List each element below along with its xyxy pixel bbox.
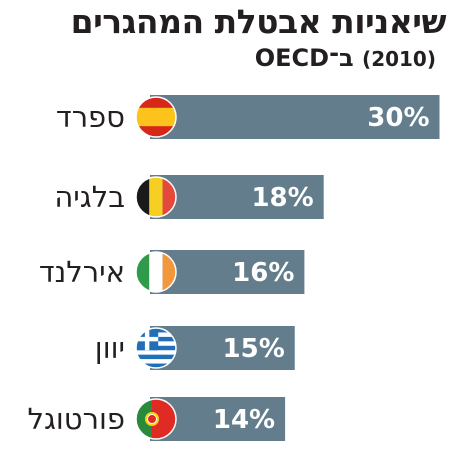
- bar-value-label: 14%: [213, 405, 275, 435]
- bar-value-label: 16%: [232, 258, 294, 288]
- category-label: יוון: [95, 331, 125, 365]
- category-label: ספרד: [56, 100, 125, 134]
- chart-title: שיאניות אבטלת המהגרים: [70, 2, 447, 41]
- category-label: פורטוגל: [27, 402, 125, 436]
- category-label: אירלנד: [39, 255, 125, 289]
- portugal-flag-icon: [135, 398, 177, 440]
- bar-value-label: 15%: [223, 334, 285, 364]
- bar: [150, 95, 440, 139]
- subtitle-text: ב־OECD: [254, 44, 354, 72]
- spain-flag-icon: [135, 96, 177, 138]
- subtitle-year: (2010): [362, 47, 436, 71]
- greece-flag-icon: [135, 327, 177, 369]
- bar-value-label: 30%: [367, 103, 429, 133]
- bar: [150, 175, 324, 219]
- belgium-flag-icon: [135, 176, 177, 218]
- ireland-flag-icon: [135, 251, 177, 293]
- chart-subtitle: (2010) ב־OECD: [255, 44, 446, 72]
- category-label: בלגיה: [54, 180, 125, 214]
- bar-value-label: 18%: [251, 183, 313, 213]
